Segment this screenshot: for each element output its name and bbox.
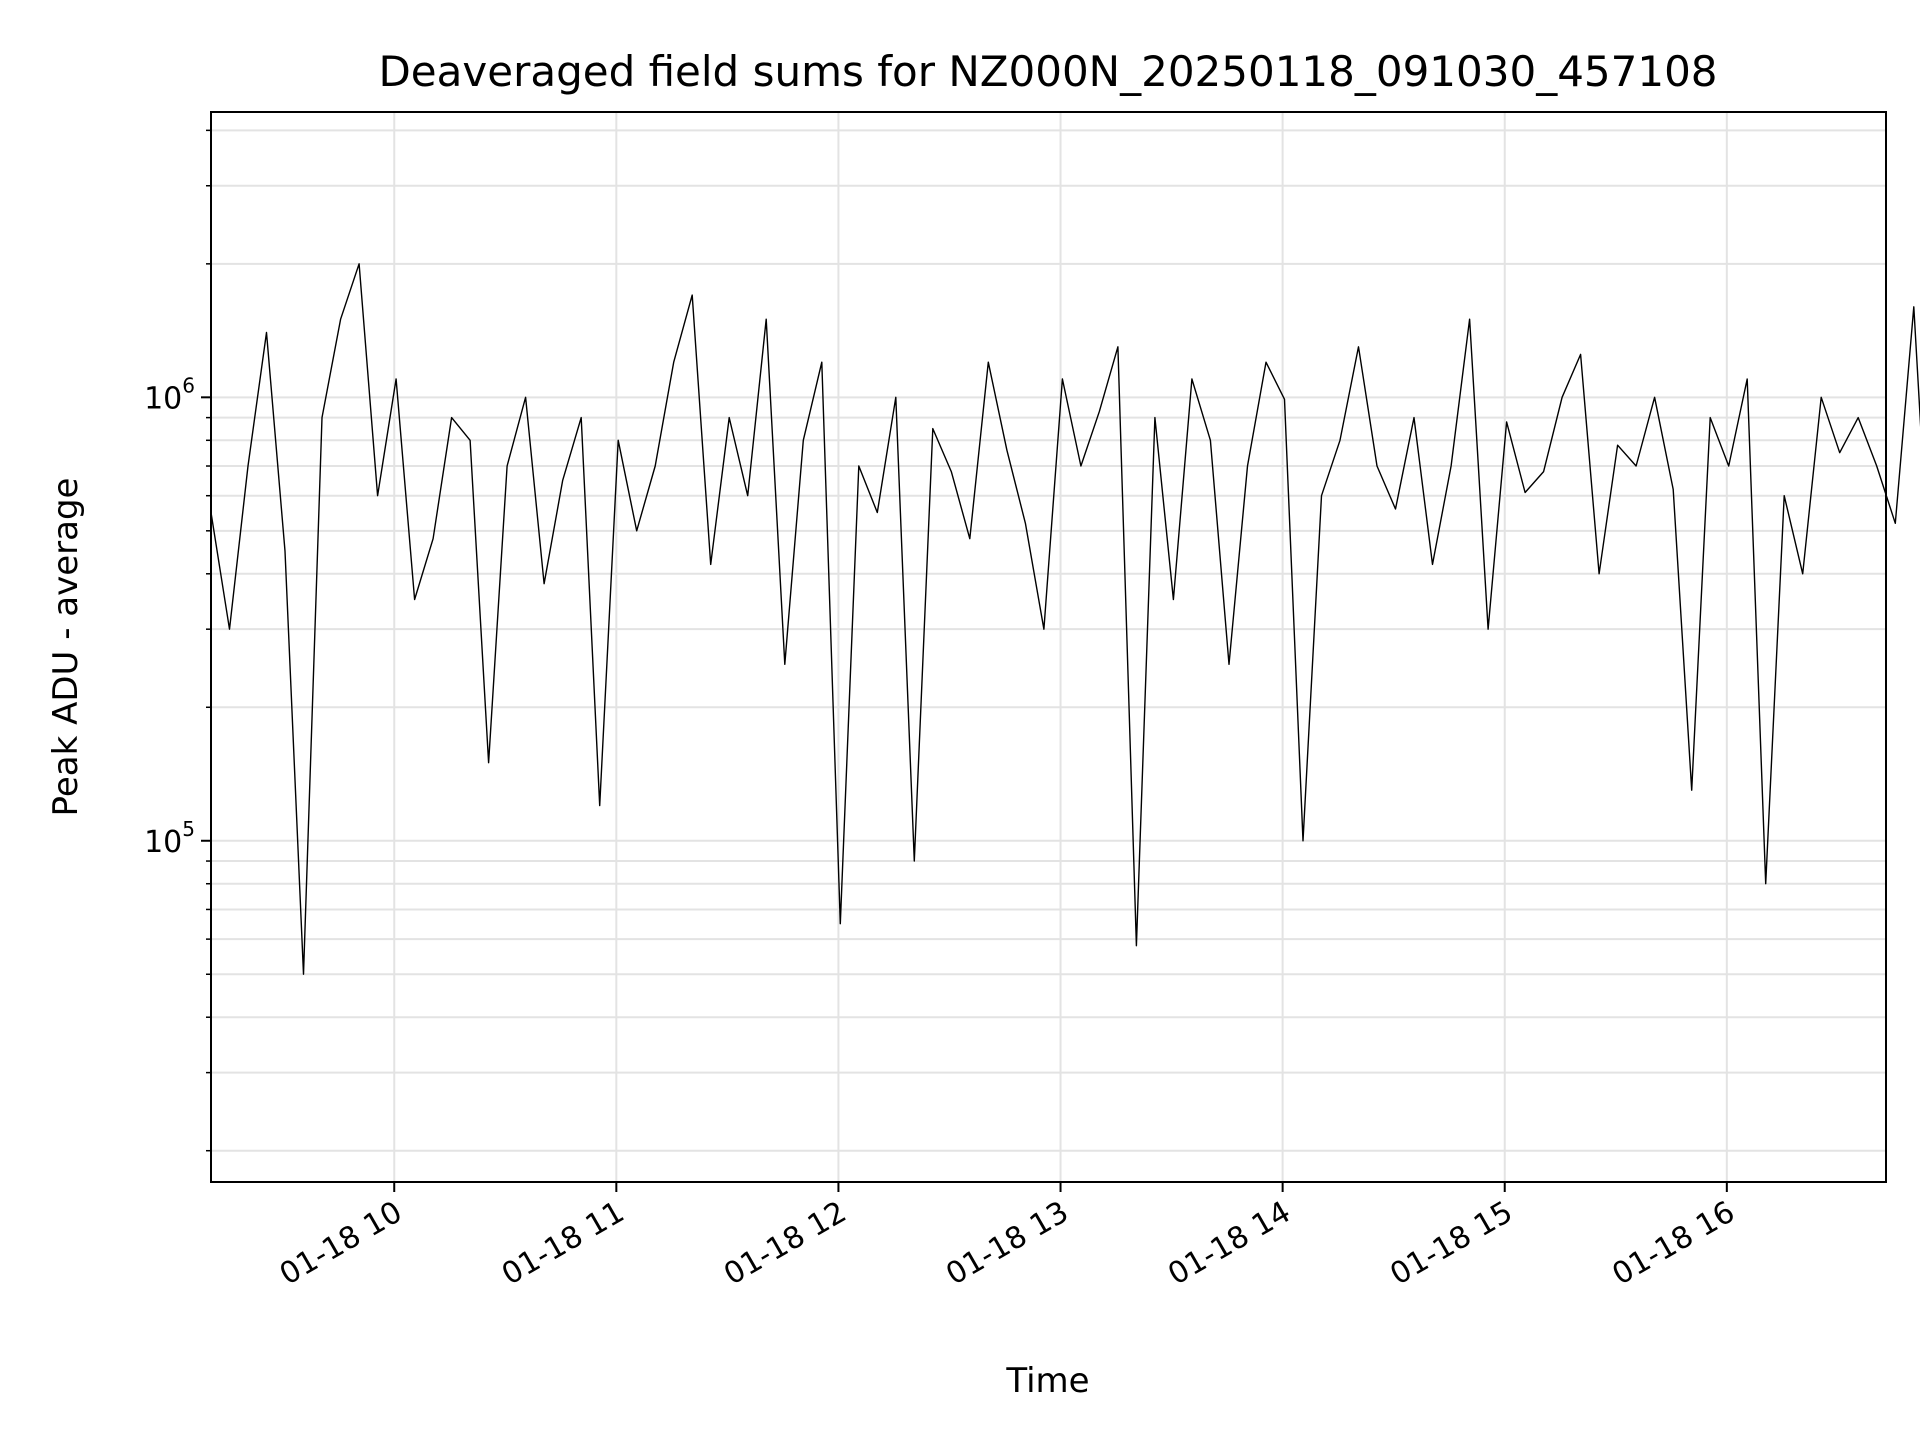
x-axis-label: Time — [1005, 1361, 1089, 1401]
series-line — [210, 263, 1920, 975]
chart-title: Deaveraged field sums for NZ000N_2025011… — [378, 47, 1717, 96]
y-tick-exponent: 5 — [182, 817, 195, 841]
y-tick-base: 10 — [144, 381, 182, 416]
y-tick-label: 105 — [144, 817, 195, 860]
plot-frame — [210, 111, 1887, 1183]
grid — [211, 112, 1886, 1182]
y-tick-label: 106 — [144, 373, 195, 416]
y-tick-exponent: 6 — [182, 373, 195, 397]
series-layer — [210, 263, 1920, 975]
y-tick-base: 10 — [144, 825, 182, 860]
y-axis-label: Peak ADU - average — [46, 478, 86, 817]
